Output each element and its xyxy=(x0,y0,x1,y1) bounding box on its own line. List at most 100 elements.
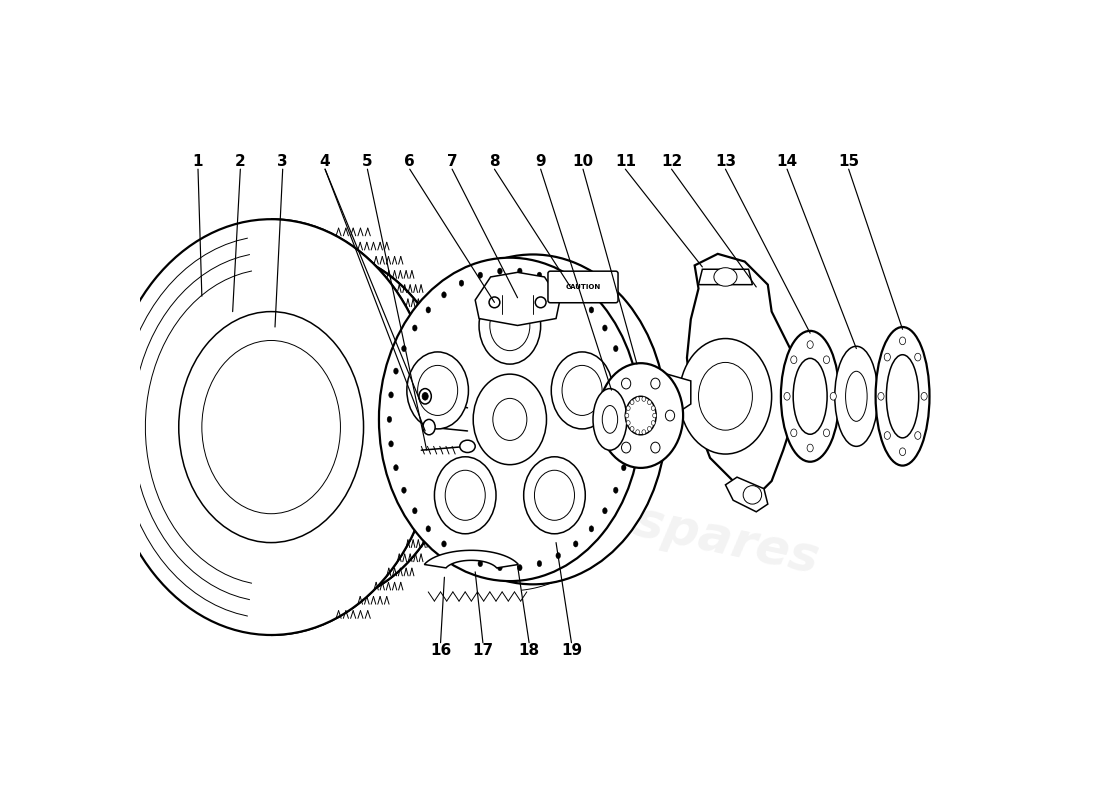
Text: 7: 7 xyxy=(447,154,458,169)
Ellipse shape xyxy=(394,465,398,470)
Ellipse shape xyxy=(626,392,631,398)
Ellipse shape xyxy=(402,346,406,352)
Ellipse shape xyxy=(537,561,541,566)
Ellipse shape xyxy=(524,457,585,534)
Ellipse shape xyxy=(630,400,634,405)
Ellipse shape xyxy=(625,396,656,435)
Ellipse shape xyxy=(846,371,867,422)
Ellipse shape xyxy=(598,363,683,468)
Ellipse shape xyxy=(490,301,530,350)
Ellipse shape xyxy=(636,397,639,402)
Ellipse shape xyxy=(626,406,630,410)
Ellipse shape xyxy=(628,416,632,422)
Ellipse shape xyxy=(573,292,578,298)
Ellipse shape xyxy=(807,341,813,349)
Ellipse shape xyxy=(621,442,630,453)
Text: 19: 19 xyxy=(561,642,582,658)
Ellipse shape xyxy=(418,366,458,415)
Ellipse shape xyxy=(714,268,737,286)
Text: CAUTION: CAUTION xyxy=(565,284,601,290)
Text: 11: 11 xyxy=(615,154,636,169)
Text: 6: 6 xyxy=(405,154,415,169)
Ellipse shape xyxy=(830,393,836,400)
Ellipse shape xyxy=(407,352,469,429)
Ellipse shape xyxy=(921,393,927,400)
Text: 3: 3 xyxy=(277,154,288,169)
Ellipse shape xyxy=(835,346,878,446)
Ellipse shape xyxy=(662,385,678,400)
Ellipse shape xyxy=(493,398,527,441)
Ellipse shape xyxy=(201,341,341,514)
Ellipse shape xyxy=(603,325,607,331)
Ellipse shape xyxy=(402,487,406,494)
Ellipse shape xyxy=(614,487,618,494)
Ellipse shape xyxy=(915,432,921,439)
Ellipse shape xyxy=(478,561,483,566)
Ellipse shape xyxy=(556,280,561,286)
Ellipse shape xyxy=(442,292,447,298)
Ellipse shape xyxy=(824,356,829,363)
Polygon shape xyxy=(425,550,518,568)
Text: 16: 16 xyxy=(430,642,451,658)
Ellipse shape xyxy=(824,429,829,437)
Ellipse shape xyxy=(648,400,651,405)
Ellipse shape xyxy=(490,297,499,308)
Ellipse shape xyxy=(621,378,630,389)
Ellipse shape xyxy=(878,393,884,400)
Ellipse shape xyxy=(422,419,436,435)
Text: 15: 15 xyxy=(838,154,859,169)
Ellipse shape xyxy=(680,338,772,454)
Ellipse shape xyxy=(915,354,921,361)
Ellipse shape xyxy=(590,526,594,532)
Ellipse shape xyxy=(884,354,890,361)
Ellipse shape xyxy=(603,508,607,514)
Ellipse shape xyxy=(536,297,546,308)
Ellipse shape xyxy=(642,397,646,402)
Ellipse shape xyxy=(517,565,522,570)
Text: 9: 9 xyxy=(536,154,546,169)
FancyBboxPatch shape xyxy=(548,271,618,302)
Text: 5: 5 xyxy=(362,154,373,169)
Ellipse shape xyxy=(412,508,417,514)
Ellipse shape xyxy=(394,368,398,374)
Ellipse shape xyxy=(884,432,890,439)
Ellipse shape xyxy=(651,421,656,426)
Ellipse shape xyxy=(887,354,918,438)
Ellipse shape xyxy=(422,393,428,400)
Ellipse shape xyxy=(399,254,667,584)
Ellipse shape xyxy=(642,430,646,434)
Text: 8: 8 xyxy=(490,154,499,169)
Ellipse shape xyxy=(459,553,464,558)
Ellipse shape xyxy=(900,448,905,455)
Ellipse shape xyxy=(497,268,503,274)
Ellipse shape xyxy=(626,421,630,426)
Ellipse shape xyxy=(537,272,541,278)
Text: 13: 13 xyxy=(715,154,736,169)
Ellipse shape xyxy=(652,414,657,418)
Ellipse shape xyxy=(781,331,839,462)
Ellipse shape xyxy=(626,441,631,447)
Ellipse shape xyxy=(478,272,483,278)
Ellipse shape xyxy=(426,526,430,532)
Ellipse shape xyxy=(480,287,541,364)
Ellipse shape xyxy=(378,258,640,581)
Polygon shape xyxy=(726,477,768,512)
Text: 1: 1 xyxy=(192,154,204,169)
Ellipse shape xyxy=(442,541,447,547)
Ellipse shape xyxy=(551,352,613,429)
Ellipse shape xyxy=(446,470,485,520)
Text: 4: 4 xyxy=(320,154,330,169)
Ellipse shape xyxy=(876,327,930,466)
Ellipse shape xyxy=(614,346,618,352)
Text: eurospares: eurospares xyxy=(150,363,470,476)
Ellipse shape xyxy=(562,366,602,415)
Text: 14: 14 xyxy=(777,154,797,169)
Ellipse shape xyxy=(651,378,660,389)
Ellipse shape xyxy=(698,362,752,430)
Text: 12: 12 xyxy=(661,154,682,169)
Ellipse shape xyxy=(178,312,363,542)
Polygon shape xyxy=(271,219,458,635)
Ellipse shape xyxy=(666,410,674,421)
Ellipse shape xyxy=(473,374,547,465)
Ellipse shape xyxy=(497,565,503,570)
